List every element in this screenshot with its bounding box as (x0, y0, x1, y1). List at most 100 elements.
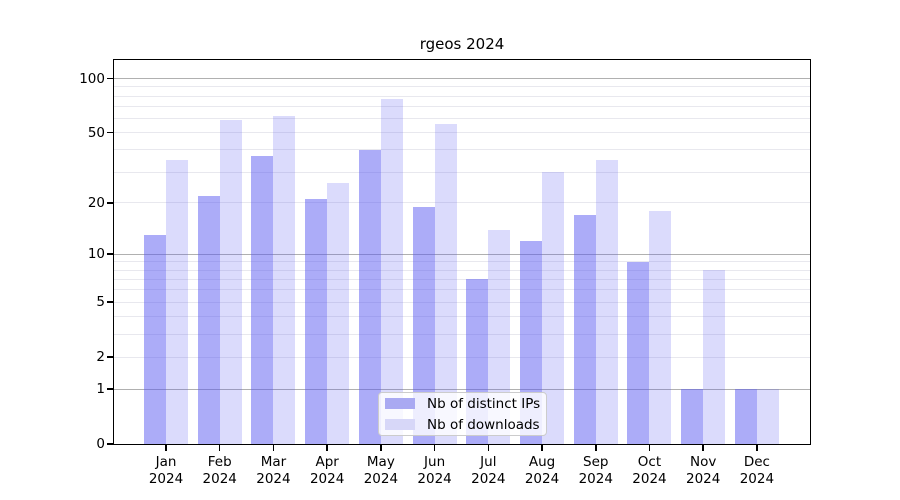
legend-item-downloads: Nb of downloads (385, 416, 540, 433)
legend-label-downloads: Nb of downloads (427, 416, 540, 433)
x-tick-year: 2024 (739, 471, 775, 487)
chart-title: rgeos 2024 (419, 35, 505, 53)
bar-distinct-ips-sep (573, 215, 596, 444)
bar-downloads-mar (273, 115, 296, 444)
x-tick-year: 2024 (632, 471, 667, 487)
x-tick-month: Nov (690, 454, 717, 470)
x-tick-month: Oct (637, 454, 662, 470)
minor-gridline (114, 316, 810, 318)
y-tick (107, 388, 114, 390)
x-tick-year: 2024 (686, 471, 721, 487)
minor-gridline (114, 149, 810, 151)
x-tick-label-sep: Sep 2024 (564, 454, 628, 488)
minor-gridline (114, 261, 810, 263)
x-tick (487, 445, 490, 451)
x-tick-month: Sep (583, 454, 609, 470)
bar-distinct-ips-mar (251, 156, 274, 444)
x-tick-label-oct: Oct 2024 (617, 454, 681, 488)
minor-gridline (114, 301, 810, 303)
y-tick-label: 5 (96, 294, 105, 311)
x-tick (541, 445, 543, 451)
y-tick-label: 0 (96, 436, 105, 452)
minor-gridline (114, 333, 810, 335)
bar-distinct-ips-dec (734, 389, 757, 444)
y-tick-label: 1 (96, 381, 105, 398)
x-tick-label-feb: Feb 2024 (188, 454, 252, 488)
x-tick (648, 445, 651, 451)
y-tick (107, 77, 114, 80)
minor-gridline (114, 106, 810, 107)
y-tick (107, 202, 114, 204)
x-tick (702, 445, 704, 451)
minor-gridline (114, 269, 810, 271)
y-tick (107, 356, 114, 358)
bar-downloads-jun (434, 123, 457, 444)
x-tick-year: 2024 (148, 471, 184, 487)
x-tick-month: Feb (207, 454, 232, 470)
x-tick-month: Jan (155, 454, 177, 470)
y-tick-label: 20 (87, 194, 105, 211)
minor-gridline (114, 356, 810, 358)
y-tick-label: 2 (96, 349, 105, 366)
legend: Nb of distinct IPs Nb of downloads (378, 392, 547, 436)
minor-gridline (114, 289, 810, 291)
x-tick (165, 445, 167, 451)
x-tick (218, 445, 221, 451)
bar-distinct-ips-may (358, 149, 381, 444)
x-tick-label-jan: Jan 2024 (134, 454, 198, 488)
x-tick-label-jul: Jul 2024 (456, 454, 520, 488)
minor-gridline (114, 95, 810, 97)
bar-downloads-nov (703, 270, 726, 444)
bar-distinct-ips-oct (627, 261, 650, 444)
x-tick-month: Apr (315, 454, 339, 470)
x-tick (756, 445, 758, 451)
x-tick-year: 2024 (309, 471, 345, 487)
y-tick (107, 253, 114, 255)
y-tick (107, 131, 114, 134)
legend-label-distinct-ips: Nb of distinct IPs (427, 395, 541, 412)
bar-downloads-apr (327, 183, 350, 444)
minor-gridline (114, 132, 810, 134)
x-tick-month: Dec (743, 454, 770, 470)
bar-downloads-dec (756, 389, 779, 444)
y-tick (107, 301, 114, 303)
bar-distinct-ips-apr (305, 199, 328, 444)
minor-gridline (114, 278, 810, 280)
x-tick-label-aug: Aug 2024 (510, 454, 574, 488)
major-gridline (114, 388, 810, 390)
x-tick-label-mar: Mar 2024 (241, 454, 305, 488)
y-tick (107, 443, 114, 445)
x-tick-month: Aug (528, 454, 556, 470)
x-tick (433, 445, 436, 451)
bar-downloads-jul (488, 229, 511, 444)
x-tick (326, 445, 328, 451)
x-tick-year: 2024 (578, 471, 613, 487)
minor-gridline (114, 202, 810, 204)
major-gridline (114, 253, 810, 255)
major-gridline (114, 78, 810, 80)
x-tick-label-may: May 2024 (349, 454, 413, 488)
minor-gridline (114, 118, 810, 120)
x-tick-label-apr: Apr 2024 (295, 454, 359, 488)
x-tick-label-jun: Jun 2024 (403, 454, 467, 488)
x-tick-year: 2024 (256, 471, 291, 487)
x-tick (272, 445, 275, 451)
x-tick (380, 445, 382, 451)
x-tick-year: 2024 (363, 471, 399, 487)
bar-downloads-feb (219, 119, 242, 444)
legend-item-distinct-ips: Nb of distinct IPs (385, 395, 541, 412)
x-tick-year: 2024 (524, 471, 560, 487)
y-tick-label: 100 (79, 70, 105, 87)
x-tick-year: 2024 (202, 471, 237, 487)
x-tick-month: May (366, 454, 395, 470)
bar-distinct-ips-jun (412, 206, 435, 444)
x-tick-label-nov: Nov 2024 (671, 454, 735, 488)
bar-downloads-may (380, 99, 403, 444)
y-tick-label: 50 (87, 124, 105, 141)
legend-swatch-distinct-ips (385, 398, 415, 409)
bar-distinct-ips-feb (197, 195, 220, 444)
legend-swatch-downloads (385, 419, 415, 430)
bar-downloads-sep (595, 160, 618, 444)
minor-gridline (114, 86, 810, 88)
